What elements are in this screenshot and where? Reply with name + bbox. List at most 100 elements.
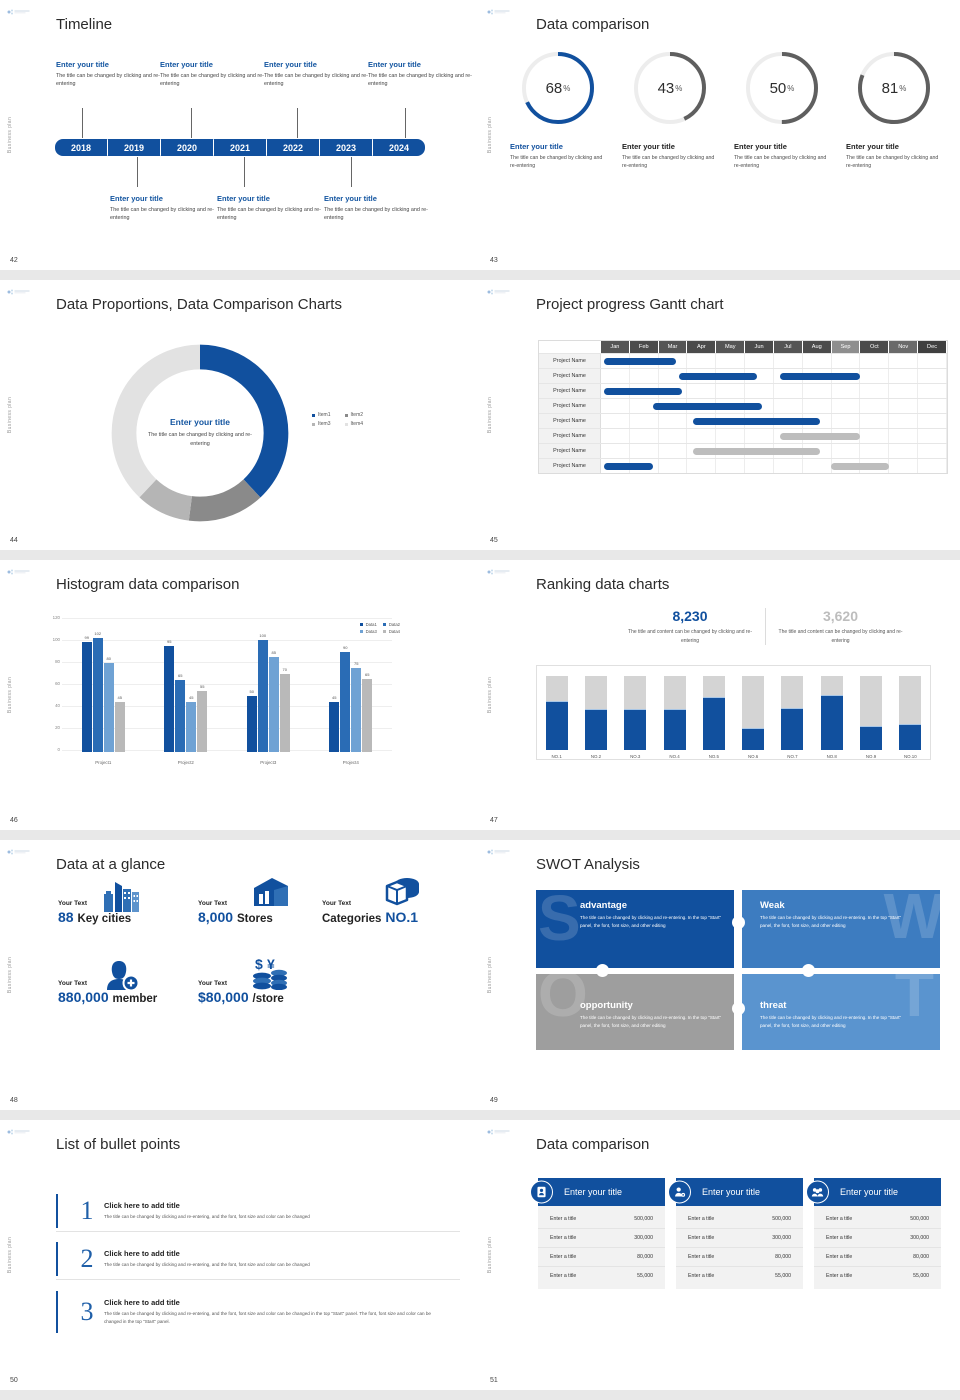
row-label: Enter a title (550, 1235, 577, 1241)
timeline-year-2018[interactable]: 2018 (55, 139, 113, 156)
bar: 90 (340, 645, 351, 752)
bullet-item-2[interactable]: 2 Click here to add title The title can … (56, 1238, 460, 1280)
page-number: 44 (10, 537, 18, 544)
swot-quadrant-threat[interactable]: T threat The title can be changed by cli… (740, 972, 940, 1050)
side-label: Business plan (7, 956, 13, 994)
bar: 75 (351, 661, 362, 752)
gantt-track (601, 459, 947, 473)
gantt-track (601, 399, 947, 413)
gantt-month-jun: Jun (745, 341, 774, 353)
bullet-body: The title can be changed by clicking and… (104, 1213, 310, 1219)
card-table: Enter a title 500,000 Enter a title 300,00… (676, 1206, 803, 1289)
gantt-month-sep: Sep (831, 341, 861, 353)
slide-bullet-list: Business plan List of bullet points 1 Cl… (0, 1120, 480, 1390)
row-label: Enter a title (550, 1216, 577, 1222)
legend-label: Data4 (388, 629, 400, 634)
timeline-year-2020[interactable]: 2020 (161, 139, 219, 156)
page-title: SWOT Analysis (536, 856, 640, 873)
timeline-year-2021[interactable]: 2021 (214, 139, 272, 156)
glance-item-member: Your Text 880,000 member (58, 961, 157, 1005)
donut-center-text: Enter your title The title can be change… (140, 417, 260, 449)
bullet-number: 2 (80, 1243, 94, 1273)
gantt-row: Project Name (539, 368, 947, 383)
slide-histogram: Business plan Histogram data comparison … (0, 560, 480, 830)
card-header[interactable]: Enter your title (668, 1178, 803, 1206)
timeline-year-2024[interactable]: 2024 (373, 139, 425, 156)
comparison-card-2: Enter your title Enter a title 500,000 En… (668, 1178, 803, 1289)
kpi-primary: 8,230 The title and content can be chang… (615, 608, 765, 645)
brand-logo-icon (6, 1128, 32, 1137)
timeline-connector (297, 108, 298, 138)
gantt-row: Project Name (539, 383, 947, 398)
gauge-value: 68% (545, 79, 571, 97)
legend-label: Item2 (350, 412, 364, 418)
row-value: 500,000 (910, 1216, 929, 1222)
gauge-caption: Enter your title The title can be change… (506, 142, 610, 171)
gantt-row-label: Project Name (539, 459, 601, 473)
kpi-body: The title and content can be changed by … (778, 629, 903, 644)
timeline-top-item-4: Enter your title The title can be change… (368, 60, 473, 89)
brand-logo-icon (486, 568, 512, 577)
gauge-ring: 68% (518, 48, 598, 128)
swot-quadrant-strength[interactable]: S advantage The title can be changed by … (536, 890, 736, 968)
brand-logo-icon (6, 288, 32, 297)
row-value: 80,000 (913, 1254, 929, 1260)
legend-label: Item3 (318, 421, 331, 427)
swot-body: The title can be changed by clicking and… (580, 915, 722, 929)
row-label: Enter a title (688, 1216, 715, 1222)
glance-item-key-cities: Your Text 88 Key cities (58, 882, 139, 925)
swot-grid: S advantage The title can be changed by … (536, 890, 940, 1050)
timeline-bottom-item-3: Enter your title The title can be change… (324, 194, 429, 223)
glance-value: Categories NO.1 (322, 909, 419, 925)
page-title: Data Proportions, Data Comparison Charts (56, 296, 342, 313)
legend-item-item1: Item1 (312, 412, 331, 418)
legend-label: Data2 (388, 622, 400, 627)
glance-item-stores: Your Text 8,000 Stores (198, 878, 288, 925)
swot-heading: advantage (580, 900, 627, 911)
swot-letter-w: W (883, 890, 940, 952)
gantt-row: Project Name (539, 428, 947, 443)
timeline-heading: Enter your title (324, 194, 377, 203)
rank-column: NO.7 (773, 666, 812, 759)
bar: 95 (164, 639, 175, 752)
legend-item-data2: Data2 (382, 622, 400, 627)
row-value: 300,000 (634, 1235, 653, 1241)
gantt-bar (652, 403, 763, 410)
table-row: Enter a title 80,000 (538, 1248, 665, 1267)
page-title: Data comparison (536, 16, 650, 33)
row-value: 500,000 (634, 1216, 653, 1222)
swot-quadrant-opportunity[interactable]: O opportunity The title can be changed b… (536, 972, 736, 1050)
gantt-row-label: Project Name (539, 369, 601, 383)
side-label: Business plan (487, 1236, 493, 1274)
brand-logo-icon (6, 568, 32, 577)
kpi-number: 3,620 (822, 608, 859, 624)
timeline-year-2022[interactable]: 2022 (267, 139, 325, 156)
bullet-item-3[interactable]: 3 Click here to add title The title can … (56, 1286, 460, 1338)
histogram-legend: Data1 Data2 Data3 Data4 (359, 622, 400, 634)
gauge-ring: 81% (854, 48, 934, 128)
bar: 65 (175, 673, 186, 752)
timeline-connector (244, 157, 245, 187)
glance-small-label: Your Text (198, 900, 228, 907)
swot-quadrant-weakness[interactable]: W Weak The title can be changed by click… (740, 890, 940, 968)
side-label: Business plan (487, 676, 493, 714)
legend-item-item3: Item3 (312, 421, 331, 427)
timeline-year-2019[interactable]: 2019 (108, 139, 166, 156)
card-header[interactable]: Enter your title (806, 1178, 941, 1206)
page-title: List of bullet points (56, 1136, 181, 1153)
gantt-month-may: May (716, 341, 746, 353)
comparison-card-3: Enter your title Enter a title 500,000 En… (806, 1178, 941, 1289)
gauge-ring: 50% (742, 48, 822, 128)
gauge-row: 68% Enter your title The title can be ch… (506, 48, 946, 171)
card-title: Enter your title (702, 1187, 761, 1197)
timeline-year-2023[interactable]: 2023 (320, 139, 378, 156)
card-header[interactable]: Enter your title (530, 1178, 665, 1206)
page-title: Ranking data charts (536, 576, 670, 593)
bullet-accent-bar (56, 1241, 58, 1276)
timeline-bottom-item-1: Enter your title The title can be change… (110, 194, 215, 223)
gantt-month-apr: Apr (687, 341, 717, 353)
table-row: Enter a title 55,000 (814, 1267, 941, 1285)
row-value: 55,000 (637, 1273, 653, 1279)
gauge-value: 81% (881, 79, 907, 97)
bullet-item-1[interactable]: 1 Click here to add title The title can … (56, 1190, 460, 1232)
